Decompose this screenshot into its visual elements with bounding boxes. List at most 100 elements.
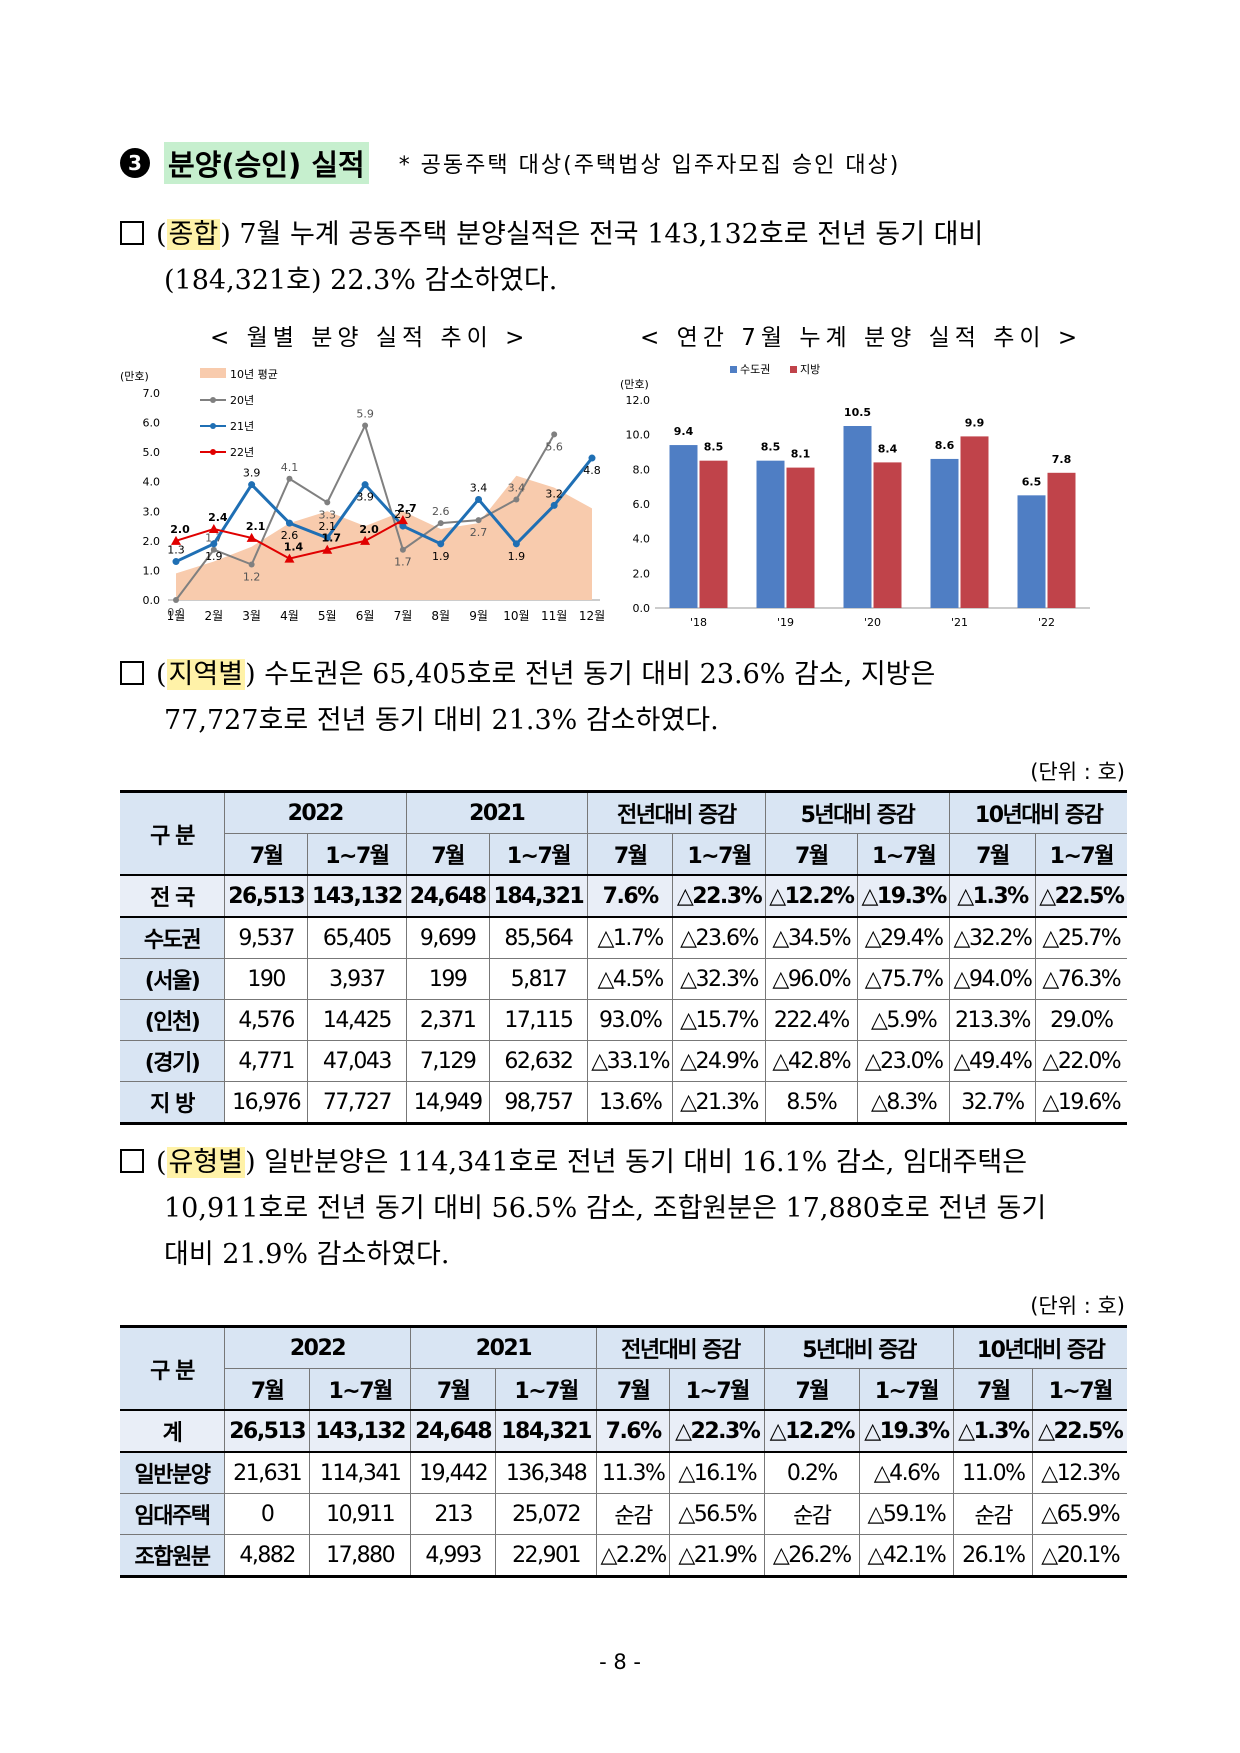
table-cell: 14,949	[405, 1081, 490, 1124]
table-cell: △42.1%	[858, 1534, 955, 1577]
summary-line-1: 7월 누계 공동주택 분양실적은 전국 143,132호로 전년 동기 대비	[239, 219, 984, 250]
table2-year-header: 10년대비 증감	[953, 1326, 1127, 1369]
legend-swatch	[200, 368, 226, 378]
y-tick-label: 10.0	[626, 429, 651, 442]
table-cell: △59.1%	[858, 1493, 955, 1535]
table-cell: △75.7%	[856, 958, 951, 1000]
table-cell: 13.6%	[586, 1081, 674, 1124]
table2-unit: (단위 : 호)	[1030, 1294, 1125, 1318]
annual-chart-title: < 연간 7월 누계 분양 실적 추이 >	[640, 325, 1083, 351]
table-row: 임대주택 0 10,911 213 25,072 순감 △56.5% 순감 △59.1% 순감 △6…	[120, 1493, 1127, 1535]
x-tick-label: 6월	[356, 609, 375, 623]
table-cell: 0	[223, 1493, 311, 1535]
table2-subheader: 1~7월	[1032, 1368, 1127, 1411]
table-cell: 47,043	[307, 1040, 407, 1082]
series-line-21년	[175, 457, 594, 563]
x-tick-label: '18	[690, 616, 707, 629]
table-cell: △20.1%	[1032, 1534, 1127, 1577]
bar-value-label: 9.4	[674, 425, 694, 438]
y-tick-label: 4.0	[143, 476, 161, 489]
table-cell: 17,880	[309, 1534, 411, 1577]
table-cell: △8.3%	[856, 1081, 951, 1124]
y-tick-label: 0.0	[143, 594, 161, 607]
data-point	[399, 546, 406, 553]
table-row: (서울) 190 3,937 199 5,817 △4.5% △32.3% △96.0% △75…	[120, 958, 1127, 1000]
data-label: 3.4	[470, 481, 488, 494]
data-label: 1.7	[322, 532, 342, 545]
table-cell: 9,537	[223, 916, 309, 959]
data-label: 2.0	[359, 523, 379, 536]
x-tick-label: 9월	[469, 609, 488, 623]
y-tick-label: 5.0	[143, 446, 161, 459]
table-cell: 4,771	[223, 1040, 309, 1082]
table-cell: 26,513	[223, 874, 309, 918]
data-point	[550, 501, 558, 509]
table-cell: △21.9%	[669, 1534, 766, 1577]
table-cell: 11.3%	[595, 1451, 671, 1494]
y-tick-label: 6.0	[143, 417, 161, 430]
table-cell: 65,405	[307, 916, 407, 959]
table-cell: △25.7%	[1034, 916, 1127, 959]
table1-subheader: 1~7월	[1034, 833, 1127, 876]
table-cell: 26,513	[223, 1409, 311, 1453]
table-cell: △1.7%	[586, 916, 674, 959]
table-cell: 25,072	[495, 1493, 597, 1535]
table2-year-header: 2022	[224, 1326, 411, 1369]
table-row: 수도권 9,537 65,405 9,699 85,564 △1.7% △23.6% △34.…	[120, 916, 1127, 959]
x-tick-label: '21	[951, 616, 968, 629]
table-row: 조합원분 4,882 17,880 4,993 22,901 △2.2% △21.9% △26…	[120, 1534, 1127, 1577]
bar-지방	[873, 462, 902, 608]
table-cell: 7.6%	[586, 874, 674, 918]
table-cell: 17,115	[488, 999, 589, 1041]
data-label: 5.9	[356, 408, 374, 421]
data-point	[210, 546, 217, 553]
table2-subheader: 7월	[224, 1368, 311, 1411]
data-point	[248, 481, 256, 489]
table-cell: 62,632	[488, 1040, 589, 1082]
bar-value-label: 9.9	[965, 416, 985, 429]
table-cell: △22.5%	[1034, 874, 1127, 918]
data-point	[360, 535, 371, 545]
data-label: 2.6	[281, 529, 299, 542]
table-cell: 7.6%	[595, 1409, 671, 1453]
table-cell: 184,321	[495, 1409, 597, 1453]
page-number: - 8 -	[599, 1650, 641, 1674]
table-cell: △1.3%	[953, 1409, 1034, 1453]
data-point	[588, 454, 596, 462]
table-cell: 98,757	[488, 1081, 589, 1124]
row-label: 임대주택	[120, 1493, 225, 1535]
monthly-chart-title: < 월별 분양 실적 추이 >	[210, 325, 530, 351]
table-cell: △65.9%	[1032, 1493, 1127, 1535]
data-label: 2.1	[246, 520, 265, 533]
x-tick-label: 8월	[431, 609, 450, 623]
y-tick-label: 2.0	[143, 535, 161, 548]
table-cell: △19.3%	[858, 1409, 955, 1453]
table-cell: △1.3%	[949, 874, 1036, 918]
data-label: 1.2	[243, 571, 260, 584]
table-row: (경기) 4,771 47,043 7,129 62,632 △33.1% △24.9% △4…	[120, 1040, 1127, 1082]
y-axis-label: (만호)	[120, 370, 149, 383]
table-cell: 184,321	[488, 874, 589, 918]
table2-subheader: 7월	[953, 1368, 1034, 1411]
summary-line-2: (184,321호) 22.3% 감소하였다.	[164, 265, 558, 296]
table-cell: △16.1%	[669, 1451, 766, 1494]
bar-value-label: 8.6	[935, 439, 955, 452]
table1-subheader: 7월	[405, 833, 490, 876]
table-row: 일반분양 21,631 114,341 19,442 136,348 11.3% △16.1…	[120, 1451, 1127, 1494]
table2-subheader: 1~7월	[858, 1368, 955, 1411]
table-cell: △15.7%	[672, 999, 766, 1041]
table-cell: 213	[409, 1493, 497, 1535]
section-heading: 3 분양(승인) 실적 * 공동주택 대상(주택법상 입주자모집 승인 대상)	[120, 142, 900, 184]
data-label: 2.7	[397, 502, 417, 515]
table-cell: 85,564	[488, 916, 589, 959]
data-label: 2.6	[432, 505, 450, 518]
table-row: 지 방 16,976 77,727 14,949 98,757 13.6% △21.3% 8.…	[120, 1081, 1127, 1124]
data-point	[210, 540, 218, 548]
table-cell: 7,129	[405, 1040, 490, 1082]
table-cell: 16,976	[223, 1081, 309, 1124]
table-cell: 26.1%	[953, 1534, 1034, 1577]
table-row: 계 26,513 143,132 24,648 184,321 7.6% △22.3% △12…	[120, 1409, 1127, 1453]
region-paragraph: (지역별) 수도권은 65,405호로 전년 동기 대비 23.6% 감소, 지…	[120, 652, 1130, 744]
table2-subheader: 7월	[764, 1368, 860, 1411]
data-point	[437, 540, 445, 548]
